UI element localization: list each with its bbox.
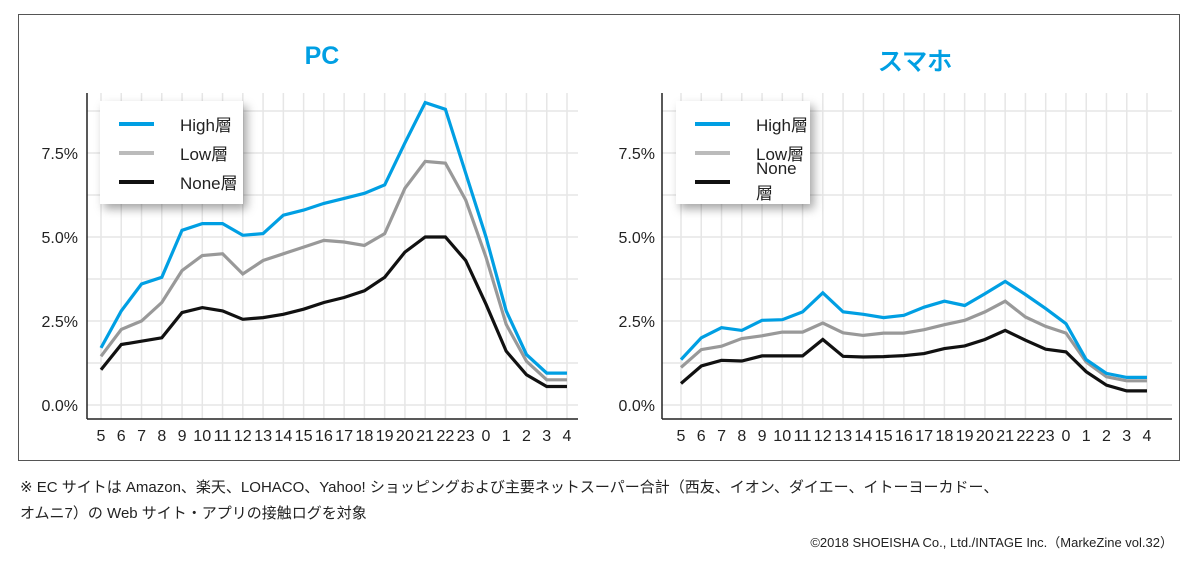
x-tick-label: 15: [295, 428, 313, 445]
x-tick-label: 0: [1062, 428, 1071, 445]
copyright: ©2018 SHOEISHA Co., Ltd./INTAGE Inc.（Mar…: [810, 535, 1173, 550]
x-tick-label: 14: [274, 428, 292, 445]
x-tick-label: 22: [436, 428, 454, 445]
x-tick-label: 18: [355, 428, 373, 445]
x-tick-label: 5: [97, 428, 106, 445]
x-tick-label: 13: [254, 428, 272, 445]
legend-swatch: [695, 179, 730, 184]
x-tick-label: 6: [117, 428, 126, 445]
legend-label: Low層: [756, 145, 805, 164]
y-tick-label: 5.0%: [619, 230, 655, 247]
footnote-line-1: ※ EC サイトは Amazon、楽天、LOHACO、Yahoo! ショッピング…: [20, 479, 999, 496]
x-tick-label: 22: [1016, 428, 1034, 445]
y-tick-label: 7.5%: [42, 146, 78, 163]
x-tick-label: 17: [335, 428, 353, 445]
x-tick-label: 4: [1143, 428, 1152, 445]
y-tick-label: 5.0%: [42, 230, 78, 247]
legend-label: High層: [180, 116, 232, 135]
x-tick-label: 20: [396, 428, 414, 445]
x-tick-label: 16: [315, 428, 333, 445]
series-line-low: [99, 159, 567, 382]
legend-item-high: High層: [676, 109, 810, 138]
x-tick-label: 1: [1082, 428, 1091, 445]
x-tick-label: 8: [737, 428, 746, 445]
x-tick-label: 4: [563, 428, 572, 445]
legend-item-high: High層: [100, 109, 243, 138]
x-tick-label: 9: [178, 428, 187, 445]
x-tick-label: 21: [996, 428, 1014, 445]
x-tick-label: 14: [854, 428, 872, 445]
x-tick-label: 11: [214, 428, 232, 445]
x-tick-label: 13: [834, 428, 852, 445]
pc-legend: High層 Low層 None層: [100, 101, 243, 204]
legend-item-none: None層: [100, 167, 243, 196]
x-tick-label: 7: [717, 428, 726, 445]
x-tick-label: 11: [794, 428, 812, 445]
legend-item-low: Low層: [100, 138, 243, 167]
x-tick-label: 10: [773, 428, 791, 445]
series-line-low: [679, 299, 1147, 383]
legend-item-none: None層: [676, 159, 810, 203]
series-line-high: [679, 279, 1147, 379]
x-tick-label: 20: [976, 428, 994, 445]
legend-label: None層: [756, 159, 797, 203]
legend-swatch: [695, 150, 730, 155]
x-tick-label: 3: [1122, 428, 1131, 445]
y-tick-label: 0.0%: [42, 398, 78, 415]
series-line-none: [679, 328, 1147, 393]
x-tick-label: 19: [956, 428, 974, 445]
x-tick-label: 2: [522, 428, 531, 445]
legend-label: High層: [756, 116, 808, 135]
x-tick-label: 23: [457, 428, 475, 445]
legend-item-low: Low層: [676, 138, 810, 167]
y-tick-label: 2.5%: [42, 314, 78, 331]
x-tick-label: 0: [482, 428, 491, 445]
x-tick-label: 16: [895, 428, 913, 445]
chart-title-smartphone: スマホ: [877, 48, 953, 76]
x-tick-label: 9: [758, 428, 767, 445]
legend-swatch: [695, 121, 730, 126]
y-tick-label: 7.5%: [619, 146, 655, 163]
legend-swatch: [119, 179, 154, 184]
x-tick-label: 15: [875, 428, 893, 445]
x-tick-label: 19: [376, 428, 394, 445]
x-tick-label: 7: [137, 428, 146, 445]
x-tick-label: 12: [234, 428, 252, 445]
x-tick-label: 21: [416, 428, 434, 445]
x-tick-label: 5: [677, 428, 686, 445]
series-line-high: [99, 100, 567, 375]
x-tick-label: 12: [814, 428, 832, 445]
x-tick-label: 18: [935, 428, 953, 445]
x-tick-label: 3: [542, 428, 551, 445]
legend-label: Low層: [180, 145, 229, 164]
y-tick-label: 0.0%: [619, 398, 655, 415]
legend-swatch: [119, 150, 154, 155]
x-tick-label: 6: [697, 428, 706, 445]
chart-frame: [18, 14, 1180, 461]
legend-label: None層: [180, 174, 238, 193]
smartphone-legend: High層 Low層 None層: [676, 101, 810, 204]
footnote-line-2: オムニ7）の Web サイト・アプリの接触ログを対象: [20, 505, 367, 522]
series-line-none: [99, 235, 567, 389]
x-tick-label: 10: [193, 428, 211, 445]
chart-title-pc: PC: [304, 42, 340, 70]
legend-swatch: [119, 121, 154, 126]
y-tick-label: 2.5%: [619, 314, 655, 331]
x-tick-label: 1: [502, 428, 511, 445]
x-tick-label: 17: [915, 428, 933, 445]
x-tick-label: 8: [157, 428, 166, 445]
x-tick-label: 2: [1102, 428, 1111, 445]
x-tick-label: 23: [1037, 428, 1055, 445]
